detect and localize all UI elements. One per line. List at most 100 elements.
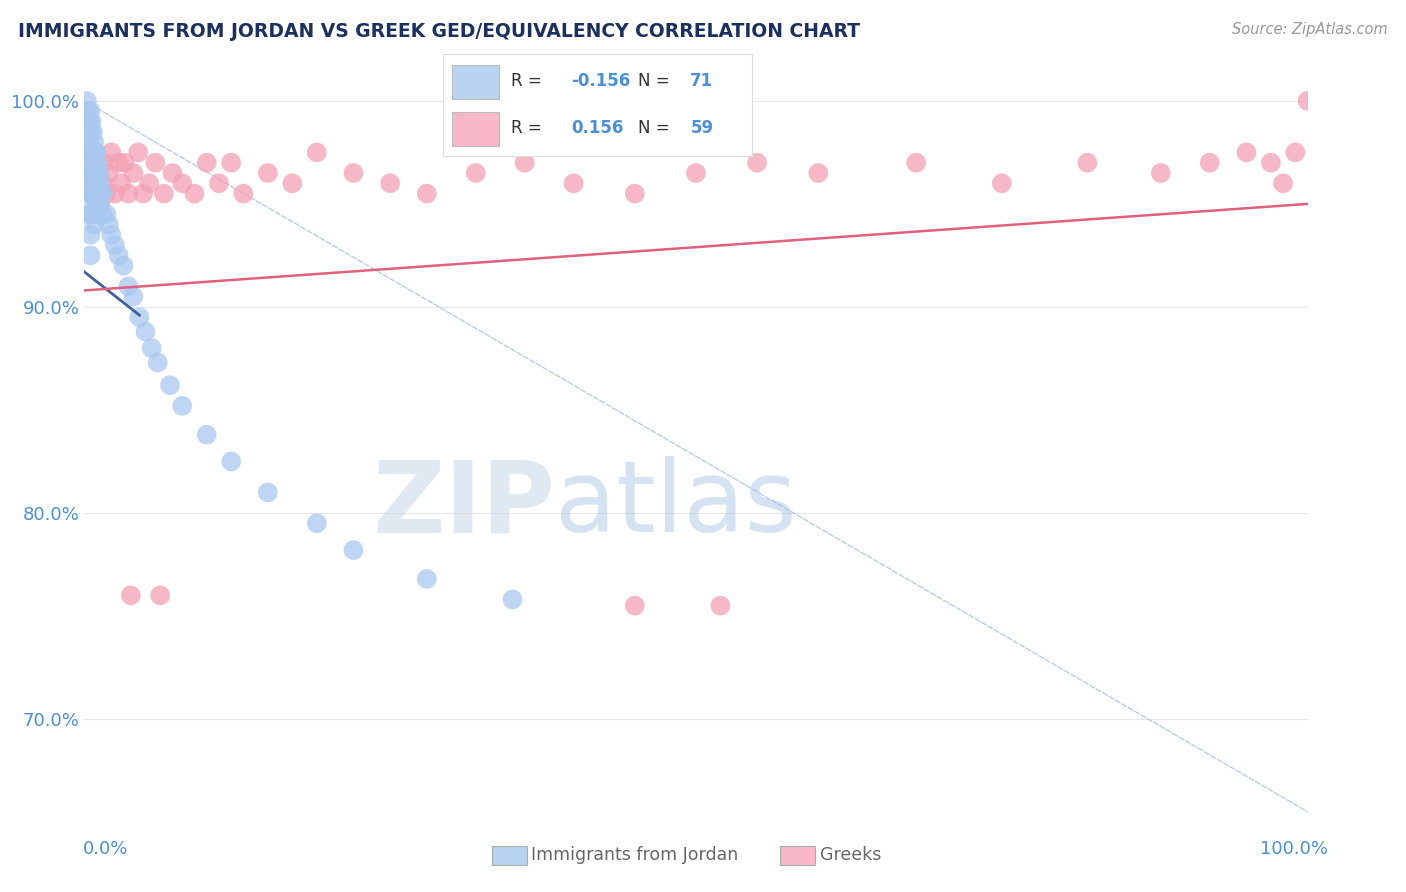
Point: [89, 197, 111, 211]
Point: [80, 145, 103, 160]
Point: [80, 114, 103, 128]
Point: [232, 186, 254, 201]
Text: IMMIGRANTS FROM JORDAN VS GREEK GED/EQUIVALENCY CORRELATION CHART: IMMIGRANTS FROM JORDAN VS GREEK GED/EQUI…: [18, 22, 860, 41]
Point: [79, 104, 101, 119]
Point: [1272, 176, 1295, 190]
Point: [1076, 155, 1098, 169]
Point: [82, 186, 104, 201]
Point: [110, 176, 132, 190]
Text: N =: N =: [638, 120, 675, 137]
FancyBboxPatch shape: [453, 65, 499, 99]
Point: [132, 186, 155, 201]
Point: [79, 248, 101, 262]
Point: [104, 238, 127, 252]
Text: atlas: atlas: [555, 456, 797, 553]
Point: [86, 186, 108, 201]
Point: [513, 155, 536, 169]
Point: [464, 166, 486, 180]
Point: [1198, 155, 1220, 169]
Point: [86, 166, 108, 180]
Point: [77, 166, 100, 180]
Point: [219, 155, 242, 169]
Point: [172, 399, 194, 413]
Point: [747, 155, 769, 169]
Point: [84, 166, 107, 180]
Point: [83, 135, 105, 149]
Point: [82, 125, 104, 139]
Point: [905, 155, 928, 169]
Point: [135, 325, 157, 339]
Point: [84, 176, 107, 190]
Point: [208, 176, 231, 190]
Point: [100, 227, 122, 242]
Point: [97, 166, 120, 180]
Point: [120, 588, 142, 602]
Point: [624, 186, 647, 201]
Point: [149, 588, 172, 602]
Point: [77, 114, 100, 128]
Point: [112, 259, 135, 273]
Point: [87, 176, 110, 190]
Point: [80, 145, 103, 160]
Point: [122, 166, 145, 180]
Point: [117, 279, 139, 293]
Point: [80, 166, 103, 180]
Point: [143, 155, 166, 169]
Point: [80, 207, 103, 221]
Point: [104, 186, 127, 201]
Point: [79, 227, 101, 242]
Text: Immigrants from Jordan: Immigrants from Jordan: [531, 847, 738, 864]
Text: 0.0%: 0.0%: [83, 840, 128, 858]
Text: R =: R =: [510, 72, 547, 90]
Point: [117, 186, 139, 201]
Point: [96, 186, 118, 201]
Point: [159, 378, 181, 392]
Point: [162, 166, 184, 180]
Point: [77, 166, 100, 180]
Point: [84, 186, 107, 201]
Point: [83, 176, 105, 190]
Point: [91, 176, 114, 190]
Point: [79, 166, 101, 180]
Text: 59: 59: [690, 120, 713, 137]
Point: [83, 155, 105, 169]
Point: [991, 176, 1014, 190]
Point: [77, 104, 100, 119]
Point: [107, 155, 129, 169]
Point: [195, 155, 218, 169]
Point: [1236, 145, 1258, 160]
Text: 100.0%: 100.0%: [1260, 840, 1327, 858]
Point: [86, 186, 108, 201]
Point: [305, 516, 328, 531]
Point: [87, 166, 110, 180]
Text: Source: ZipAtlas.com: Source: ZipAtlas.com: [1232, 22, 1388, 37]
Point: [219, 454, 242, 468]
Point: [257, 485, 280, 500]
Point: [305, 145, 328, 160]
Point: [1284, 145, 1306, 160]
Point: [76, 94, 98, 108]
Point: [807, 166, 830, 180]
Point: [79, 207, 101, 221]
Point: [1296, 94, 1319, 108]
Point: [77, 145, 100, 160]
Point: [195, 427, 218, 442]
Point: [87, 155, 110, 169]
Point: [1150, 166, 1173, 180]
Text: R =: R =: [510, 120, 547, 137]
Point: [138, 176, 160, 190]
Point: [127, 145, 149, 160]
Point: [281, 176, 304, 190]
Point: [128, 310, 150, 325]
Point: [82, 145, 104, 160]
Point: [93, 155, 115, 169]
Point: [79, 145, 101, 160]
Point: [624, 599, 647, 613]
Point: [685, 166, 707, 180]
Point: [96, 207, 118, 221]
Point: [82, 166, 104, 180]
Point: [83, 197, 105, 211]
Point: [87, 186, 110, 201]
Point: [172, 176, 194, 190]
Point: [87, 197, 110, 211]
